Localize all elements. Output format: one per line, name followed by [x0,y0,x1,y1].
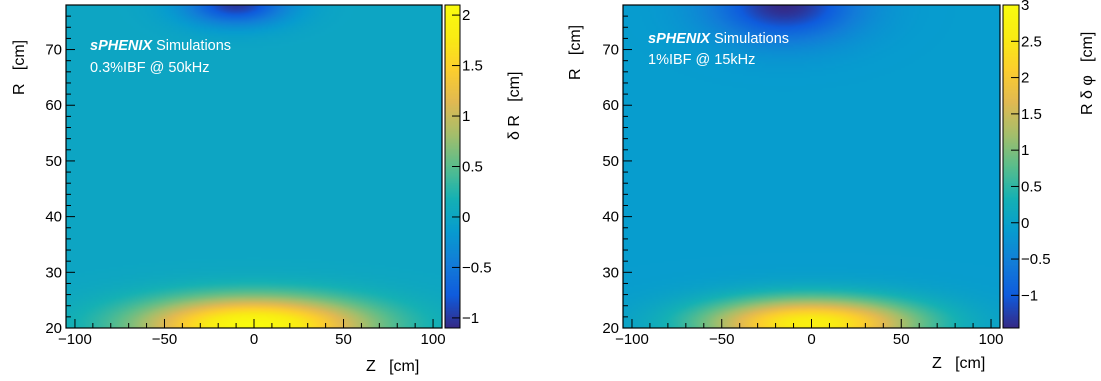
colorbar-tick-label: 2 [1021,70,1029,87]
x-tick-label: 0 [807,331,815,348]
y-tick-label: 20 [45,320,62,337]
right-annotation: sPHENIX Simulations 1%IBF @ 15kHz [648,31,789,68]
y-tick-label: 30 [45,264,62,281]
colorbar-tick-label: 0.5 [1021,178,1042,195]
right-x-axis: −100 −50 0 50 100 [615,319,1004,348]
colorbar-tick-label: 0 [462,209,470,226]
colorbar-tick-label: 2.5 [1021,33,1042,50]
x-tick-label: −50 [709,331,734,348]
x-tick-label: 100 [979,331,1004,348]
left-x-axis-label: Z [cm] [366,358,419,375]
y-tick-label: 60 [45,97,62,114]
colorbar-tick-label: −1 [1021,287,1038,304]
y-tick-label: 70 [602,42,619,59]
colorbar-tick-label: −0.5 [462,259,492,276]
y-tick-label: 40 [602,209,619,226]
left-heatmap [66,5,442,328]
right-y-axis: 20 30 40 50 60 70 [602,15,632,337]
left-panel: sPHENIX Simulations 0.3%IBF @ 50kHz −100… [11,4,523,375]
x-tick-label: 50 [335,331,352,348]
x-tick-label: 100 [421,331,446,348]
x-tick-label: 50 [893,331,910,348]
right-colorbar [1003,5,1019,328]
right-x-axis-label: Z [cm] [932,355,985,372]
x-tick-label: −50 [152,331,177,348]
colorbar-tick-label: −1 [462,310,479,327]
left-x-axis: −100 −50 0 50 100 [58,319,446,348]
right-y-axis-label: R [cm] [567,25,584,80]
right-heatmap [623,5,1000,328]
y-tick-label: 20 [602,320,619,337]
y-tick-label: 50 [602,153,619,170]
colorbar-tick-label: 0.5 [462,159,483,176]
x-tick-label: −100 [615,331,649,348]
colorbar-tick-label: 2 [462,7,470,24]
right-colorbar-ticks: −1 −0.5 0 0.5 1 1.5 2 2.5 3 [1011,0,1051,304]
colorbar-tick-label: 1 [462,108,470,125]
colorbar-tick-label: 3 [1021,0,1029,14]
x-tick-label: 0 [250,331,258,348]
x-tick-label: −100 [58,331,92,348]
colorbar-tick-label: 1 [1021,142,1029,159]
colorbar-tick-label: 1.5 [462,58,483,75]
colorbar-tick-label: 1.5 [1021,106,1042,123]
left-annotation: sPHENIX Simulations 0.3%IBF @ 50kHz [90,38,231,76]
left-colorbar-ticks: −1 −0.5 0 0.5 1 1.5 2 [452,7,492,327]
left-annotation-line2: 0.3%IBF @ 50kHz [90,60,209,76]
left-y-axis: 20 30 40 50 60 70 [45,15,75,337]
left-y-axis-label: R [cm] [11,40,28,95]
y-tick-label: 30 [602,264,619,281]
right-colorbar-label: R δ φ [cm] [1079,32,1096,115]
y-tick-label: 70 [45,42,62,59]
right-panel: sPHENIX Simulations 1%IBF @ 15kHz −100 −5… [567,0,1096,372]
colorbar-tick-label: 0 [1021,215,1029,232]
left-annotation-line1: sPHENIX Simulations [90,38,231,54]
colorbar-tick-label: −0.5 [1021,251,1051,268]
right-annotation-line1: sPHENIX Simulations [648,31,789,47]
y-tick-label: 40 [45,209,62,226]
right-annotation-line2: 1%IBF @ 15kHz [648,52,755,68]
y-tick-label: 50 [45,153,62,170]
y-tick-label: 60 [602,97,619,114]
left-colorbar-label: δ R [cm] [506,72,523,140]
